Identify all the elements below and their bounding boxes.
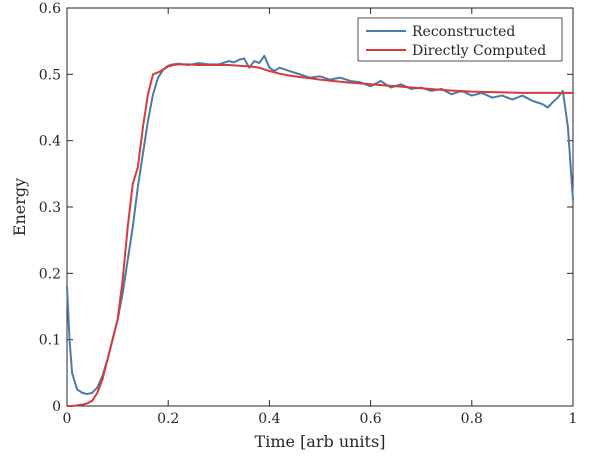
y-tick-label: 0.6	[39, 1, 61, 17]
y-tick-label: 0.5	[39, 67, 61, 83]
series-line-directly-computed	[67, 63, 573, 407]
y-tick-label: 0.1	[39, 333, 61, 349]
x-tick-label: 0.8	[461, 411, 483, 427]
y-tick-label: 0.2	[39, 266, 61, 282]
legend-box	[357, 17, 563, 62]
ticks-group: 0 0.2 0.4 0.6 0.8 1 0 0.1 0.2 0.3 0.4 0.5 0.6	[39, 1, 578, 427]
series-group	[66, 54, 574, 407]
y-tick-label: 0.4	[39, 134, 61, 150]
x-tick-label: 0.2	[157, 411, 179, 427]
y-tick-label: 0.3	[39, 200, 61, 216]
plot-area	[66, 7, 574, 407]
x-tick-label: 0	[63, 411, 72, 427]
x-tick-label: 0.6	[359, 411, 381, 427]
y-tick-label: 0	[52, 399, 61, 415]
x-tick-label: 0.4	[258, 411, 280, 427]
x-axis-label: Time [arb units]	[255, 432, 386, 451]
series-line-reconstructed	[66, 54, 574, 396]
legend-label-directly-computed: Directly Computed	[412, 43, 546, 59]
legend: Reconstructed Directly Computed	[357, 17, 563, 62]
legend-label-reconstructed: Reconstructed	[412, 24, 515, 40]
x-tick-label: 1	[569, 411, 578, 427]
y-axis-label: Energy	[10, 178, 29, 236]
